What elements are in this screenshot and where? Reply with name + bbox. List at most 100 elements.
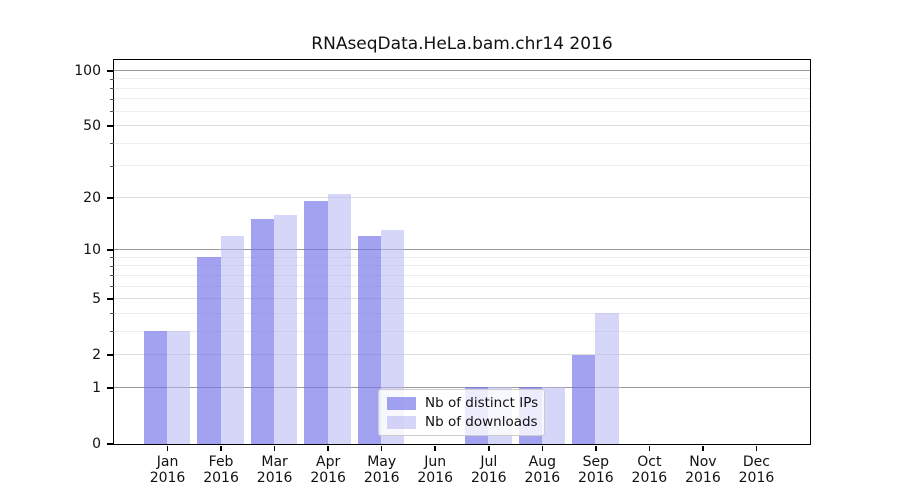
bar-distinct-ips — [250, 219, 275, 444]
bar-downloads — [274, 214, 298, 444]
legend-label-distinct-ips: Nb of distinct IPs — [425, 395, 539, 411]
y-axis-minor-tick — [110, 143, 114, 145]
x-axis-year-line: 2016 — [470, 469, 507, 486]
x-axis-year-line: 2016 — [363, 469, 400, 486]
x-axis-tick — [434, 445, 436, 451]
x-axis-tick-label: Oct 2016 — [618, 454, 680, 486]
x-axis-tick — [702, 445, 704, 451]
x-axis-year-line: 2016 — [631, 469, 668, 486]
chart-title: RNAseqData.HeLa.bam.chr14 2016 — [311, 34, 613, 54]
y-axis-minor-tick — [110, 275, 114, 277]
y-axis-tick — [106, 249, 114, 251]
y-axis-minor-tick — [110, 286, 114, 288]
x-axis-month-line: Aug — [528, 454, 556, 470]
y-axis-tick — [106, 387, 114, 389]
bar-distinct-ips — [143, 331, 168, 444]
x-axis-tick — [488, 445, 490, 451]
x-axis-month-line: Apr — [316, 454, 341, 470]
bar-downloads — [595, 313, 619, 444]
y-gridline-minor — [113, 165, 810, 167]
y-axis-minor-tick — [110, 313, 114, 315]
x-axis-year-line: 2016 — [524, 469, 561, 486]
y-axis-minor-tick — [110, 331, 114, 333]
y-gridline-minor — [113, 312, 810, 314]
x-axis-month-line: Jul — [480, 454, 498, 470]
x-axis-year-line: 2016 — [578, 469, 614, 486]
y-gridline — [113, 249, 810, 251]
y-gridline-minor — [113, 330, 810, 332]
legend-item-downloads: Nb of downloads — [387, 415, 538, 429]
legend-swatch-downloads-icon — [387, 415, 416, 429]
x-axis-tick-label: Jul 2016 — [458, 454, 520, 486]
x-axis-month-line: Jun — [424, 454, 447, 470]
y-axis-tick — [106, 443, 114, 445]
y-gridline — [113, 386, 810, 388]
x-axis-tick — [541, 445, 544, 451]
x-axis-month-line: Jan — [156, 454, 179, 470]
x-axis-tick — [595, 445, 597, 451]
x-axis-tick — [220, 445, 222, 451]
bar-distinct-ips — [572, 354, 596, 444]
x-axis-tick-label: Jan 2016 — [137, 454, 199, 486]
y-axis-minor-tick — [110, 78, 114, 80]
y-axis-minor-tick — [110, 111, 114, 113]
legend-label-downloads: Nb of downloads — [425, 414, 538, 430]
x-axis-tick-label: Apr 2016 — [297, 454, 359, 486]
y-gridline-minor — [113, 110, 810, 112]
x-axis-tick-label: Mar 2016 — [244, 454, 306, 486]
x-axis-month-line: May — [367, 454, 397, 470]
x-axis-tick — [380, 445, 383, 451]
x-axis-month-line: Dec — [742, 454, 770, 470]
x-axis-year-line: 2016 — [738, 469, 775, 486]
y-axis-tick-label: 0 — [92, 436, 101, 452]
x-axis-tick-label: May 2016 — [351, 454, 413, 486]
x-axis-tick — [273, 445, 276, 451]
x-axis-month-line: Oct — [637, 454, 662, 470]
y-axis-minor-tick — [110, 257, 114, 259]
y-axis-minor-tick — [110, 88, 114, 90]
x-axis-tick-label: Nov 2016 — [672, 454, 734, 486]
legend-swatch-distinct-ips-icon — [387, 396, 416, 410]
y-gridline-minor — [113, 78, 810, 80]
bar-distinct-ips — [357, 236, 382, 444]
x-axis-month-line: Feb — [208, 454, 234, 470]
x-axis-month-line: Sep — [582, 454, 610, 470]
bar-downloads — [220, 236, 244, 444]
bar-downloads — [167, 331, 191, 444]
bar-distinct-ips — [197, 257, 221, 444]
y-axis-tick-label: 20 — [83, 189, 101, 206]
y-gridline-minor — [113, 285, 810, 287]
x-axis-tick — [755, 445, 758, 451]
y-gridline — [113, 298, 810, 300]
bar-downloads — [541, 387, 566, 444]
y-gridline-minor — [113, 274, 810, 276]
y-axis-tick-label: 50 — [83, 118, 101, 135]
x-axis-tick — [166, 445, 169, 451]
plot-area — [112, 58, 811, 445]
y-axis-minor-tick — [110, 265, 114, 267]
y-gridline-minor — [113, 265, 810, 267]
x-axis-tick-label: Jun 2016 — [404, 454, 466, 486]
y-axis-minor-tick — [110, 165, 114, 167]
y-gridline — [113, 196, 810, 198]
y-axis-tick-label: 100 — [74, 62, 101, 79]
x-axis-tick-label: Aug 2016 — [511, 454, 573, 486]
y-axis-tick — [106, 70, 114, 72]
x-axis-year-line: 2016 — [203, 469, 239, 486]
y-axis-tick — [106, 298, 114, 300]
legend-item-distinct-ips: Nb of distinct IPs — [387, 396, 538, 410]
x-axis-year-line: 2016 — [417, 469, 454, 486]
bar-downloads — [327, 193, 351, 444]
x-axis-tick — [648, 445, 651, 451]
y-axis-tick-label: 10 — [83, 242, 101, 259]
x-axis-year-line: 2016 — [256, 469, 293, 486]
x-axis-tick-label: Dec 2016 — [725, 454, 787, 486]
x-axis-month-line: Mar — [261, 454, 288, 470]
x-axis-tick — [327, 445, 329, 451]
y-gridline — [113, 125, 810, 127]
y-axis-tick-label: 1 — [92, 379, 101, 396]
y-axis-tick — [106, 125, 114, 127]
y-axis-minor-tick — [110, 98, 114, 100]
plot-inner — [113, 60, 810, 444]
